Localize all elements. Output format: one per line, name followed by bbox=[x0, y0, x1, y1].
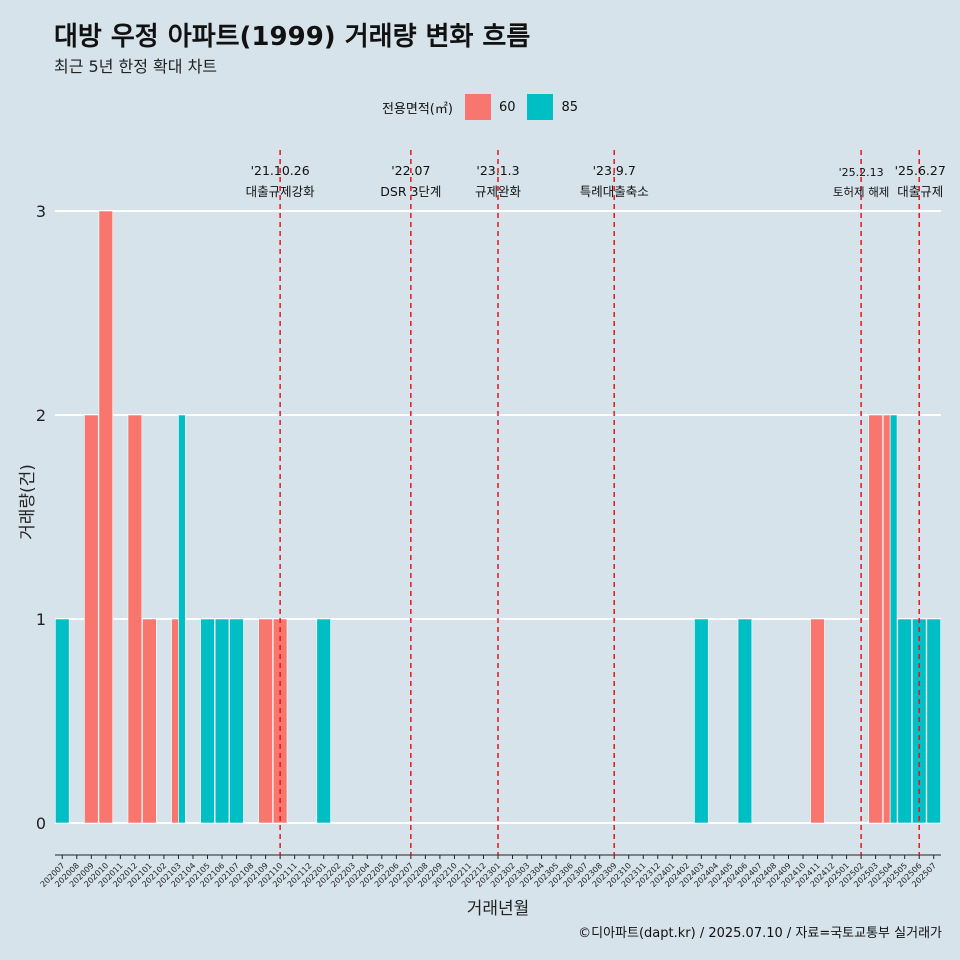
legend-key-60 bbox=[464, 94, 491, 120]
bar-60 bbox=[127, 414, 143, 824]
legend: 전용면적(㎡) 60 85 bbox=[0, 94, 960, 120]
y-axis-title: 거래량(건) bbox=[18, 464, 38, 540]
bar-85 bbox=[889, 414, 898, 824]
source-caption: ©디아파트(dapt.kr) / 2025.07.10 / 자료=국토교통부 실… bbox=[578, 926, 942, 941]
legend-label-85: 85 bbox=[561, 99, 579, 115]
bar-60 bbox=[142, 618, 157, 824]
y-tick-label: 0 bbox=[36, 814, 46, 833]
bar-60 bbox=[868, 414, 883, 824]
chart-title: 대방 우정 아파트(1999) 거래량 변화 흐름 bbox=[54, 22, 531, 52]
bar-85 bbox=[214, 618, 230, 824]
y-tick-label: 1 bbox=[36, 610, 46, 629]
bar-85 bbox=[897, 618, 912, 824]
y-tick-label: 2 bbox=[36, 406, 46, 425]
legend-title: 전용면적(㎡) bbox=[381, 101, 453, 117]
event-date: '25.6.27 bbox=[895, 163, 946, 178]
bar-85 bbox=[316, 618, 331, 824]
bar-85 bbox=[229, 618, 244, 824]
bar-60 bbox=[84, 414, 99, 824]
bar-60 bbox=[98, 210, 114, 824]
event-label: 대출규제강화 bbox=[246, 184, 316, 199]
event-date: '25.2.13 bbox=[839, 166, 884, 179]
bar-85 bbox=[926, 618, 941, 824]
y-tick-label: 3 bbox=[36, 202, 46, 221]
bar-60 bbox=[882, 414, 891, 824]
x-axis-title: 거래년월 bbox=[467, 899, 530, 919]
event-label: 대출규제 bbox=[897, 184, 943, 199]
legend-label-60: 60 bbox=[498, 99, 516, 115]
event-date: '23.9.7 bbox=[593, 163, 636, 178]
event-date: '23.1.3 bbox=[476, 163, 519, 178]
bar-85 bbox=[737, 618, 753, 824]
bar-60 bbox=[810, 618, 825, 824]
chart-subtitle: 최근 5년 한정 확대 차트 bbox=[54, 57, 218, 76]
bar-85 bbox=[694, 618, 709, 824]
legend-item-85: 85 bbox=[527, 94, 578, 120]
event-date: '22.07 bbox=[391, 163, 430, 178]
legend-key-85 bbox=[527, 94, 554, 120]
event-date: '21.10.26 bbox=[251, 163, 310, 178]
legend-item-60: 60 bbox=[464, 94, 516, 120]
bar-60 bbox=[258, 618, 273, 824]
event-label: 규제완화 bbox=[475, 184, 522, 199]
bar-85 bbox=[55, 618, 70, 824]
bar-85 bbox=[200, 618, 215, 824]
bar-60 bbox=[171, 618, 179, 824]
event-label: 특례대출축소 bbox=[580, 184, 649, 199]
event-label: 토허제 해제 bbox=[833, 185, 890, 199]
event-label: DSR 3단계 bbox=[380, 184, 441, 199]
bar-85 bbox=[178, 414, 186, 824]
